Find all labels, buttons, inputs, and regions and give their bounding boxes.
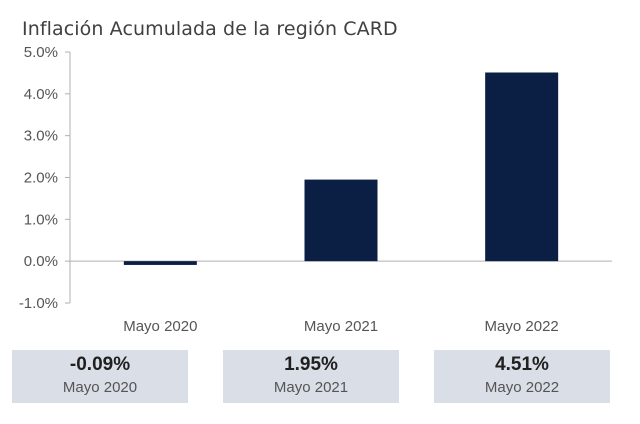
y-tick-label: 0.0% xyxy=(24,253,58,270)
summary-card-value: -0.09% xyxy=(69,354,131,375)
summary-card-label: Mayo 2021 xyxy=(273,379,349,396)
summary-card-label: Mayo 2022 xyxy=(484,379,560,396)
y-tick-label: 1.0% xyxy=(24,211,58,228)
bar-mayo-2022 xyxy=(485,72,559,262)
bar-mayo-2020 xyxy=(123,261,197,265)
bar-chart: 5.0% 4.0% 3.0% 2.0% 1.0% 0.0% -1.0% Mayo 2020 Ma… xyxy=(19,44,612,335)
summary-card-value: 1.95% xyxy=(284,354,338,375)
y-tick-label: -1.0% xyxy=(19,295,58,312)
bar-mayo-2021 xyxy=(304,179,378,262)
y-tick-label: 2.0% xyxy=(24,170,58,187)
summary-card-mayo-2020: -0.09% Mayo 2020 xyxy=(12,350,188,403)
summary-card-label: Mayo 2020 xyxy=(62,379,138,396)
y-tick-label: 3.0% xyxy=(24,128,58,145)
chart-title: Inflación Acumulada de la región CARD xyxy=(22,18,398,40)
y-tick-label: 5.0% xyxy=(24,44,58,61)
x-category-label: Mayo 2022 xyxy=(485,318,559,335)
summary-card-value: 4.51% xyxy=(495,354,549,375)
summary-cards: -0.09% Mayo 2020 1.95% Mayo 2021 4.51% M… xyxy=(12,350,610,403)
summary-card-mayo-2022: 4.51% Mayo 2022 xyxy=(434,350,610,403)
x-category-label: Mayo 2020 xyxy=(123,318,197,335)
x-category-label: Mayo 2021 xyxy=(304,318,378,335)
summary-card-mayo-2021: 1.95% Mayo 2021 xyxy=(223,350,399,403)
y-tick-label: 4.0% xyxy=(24,86,58,103)
